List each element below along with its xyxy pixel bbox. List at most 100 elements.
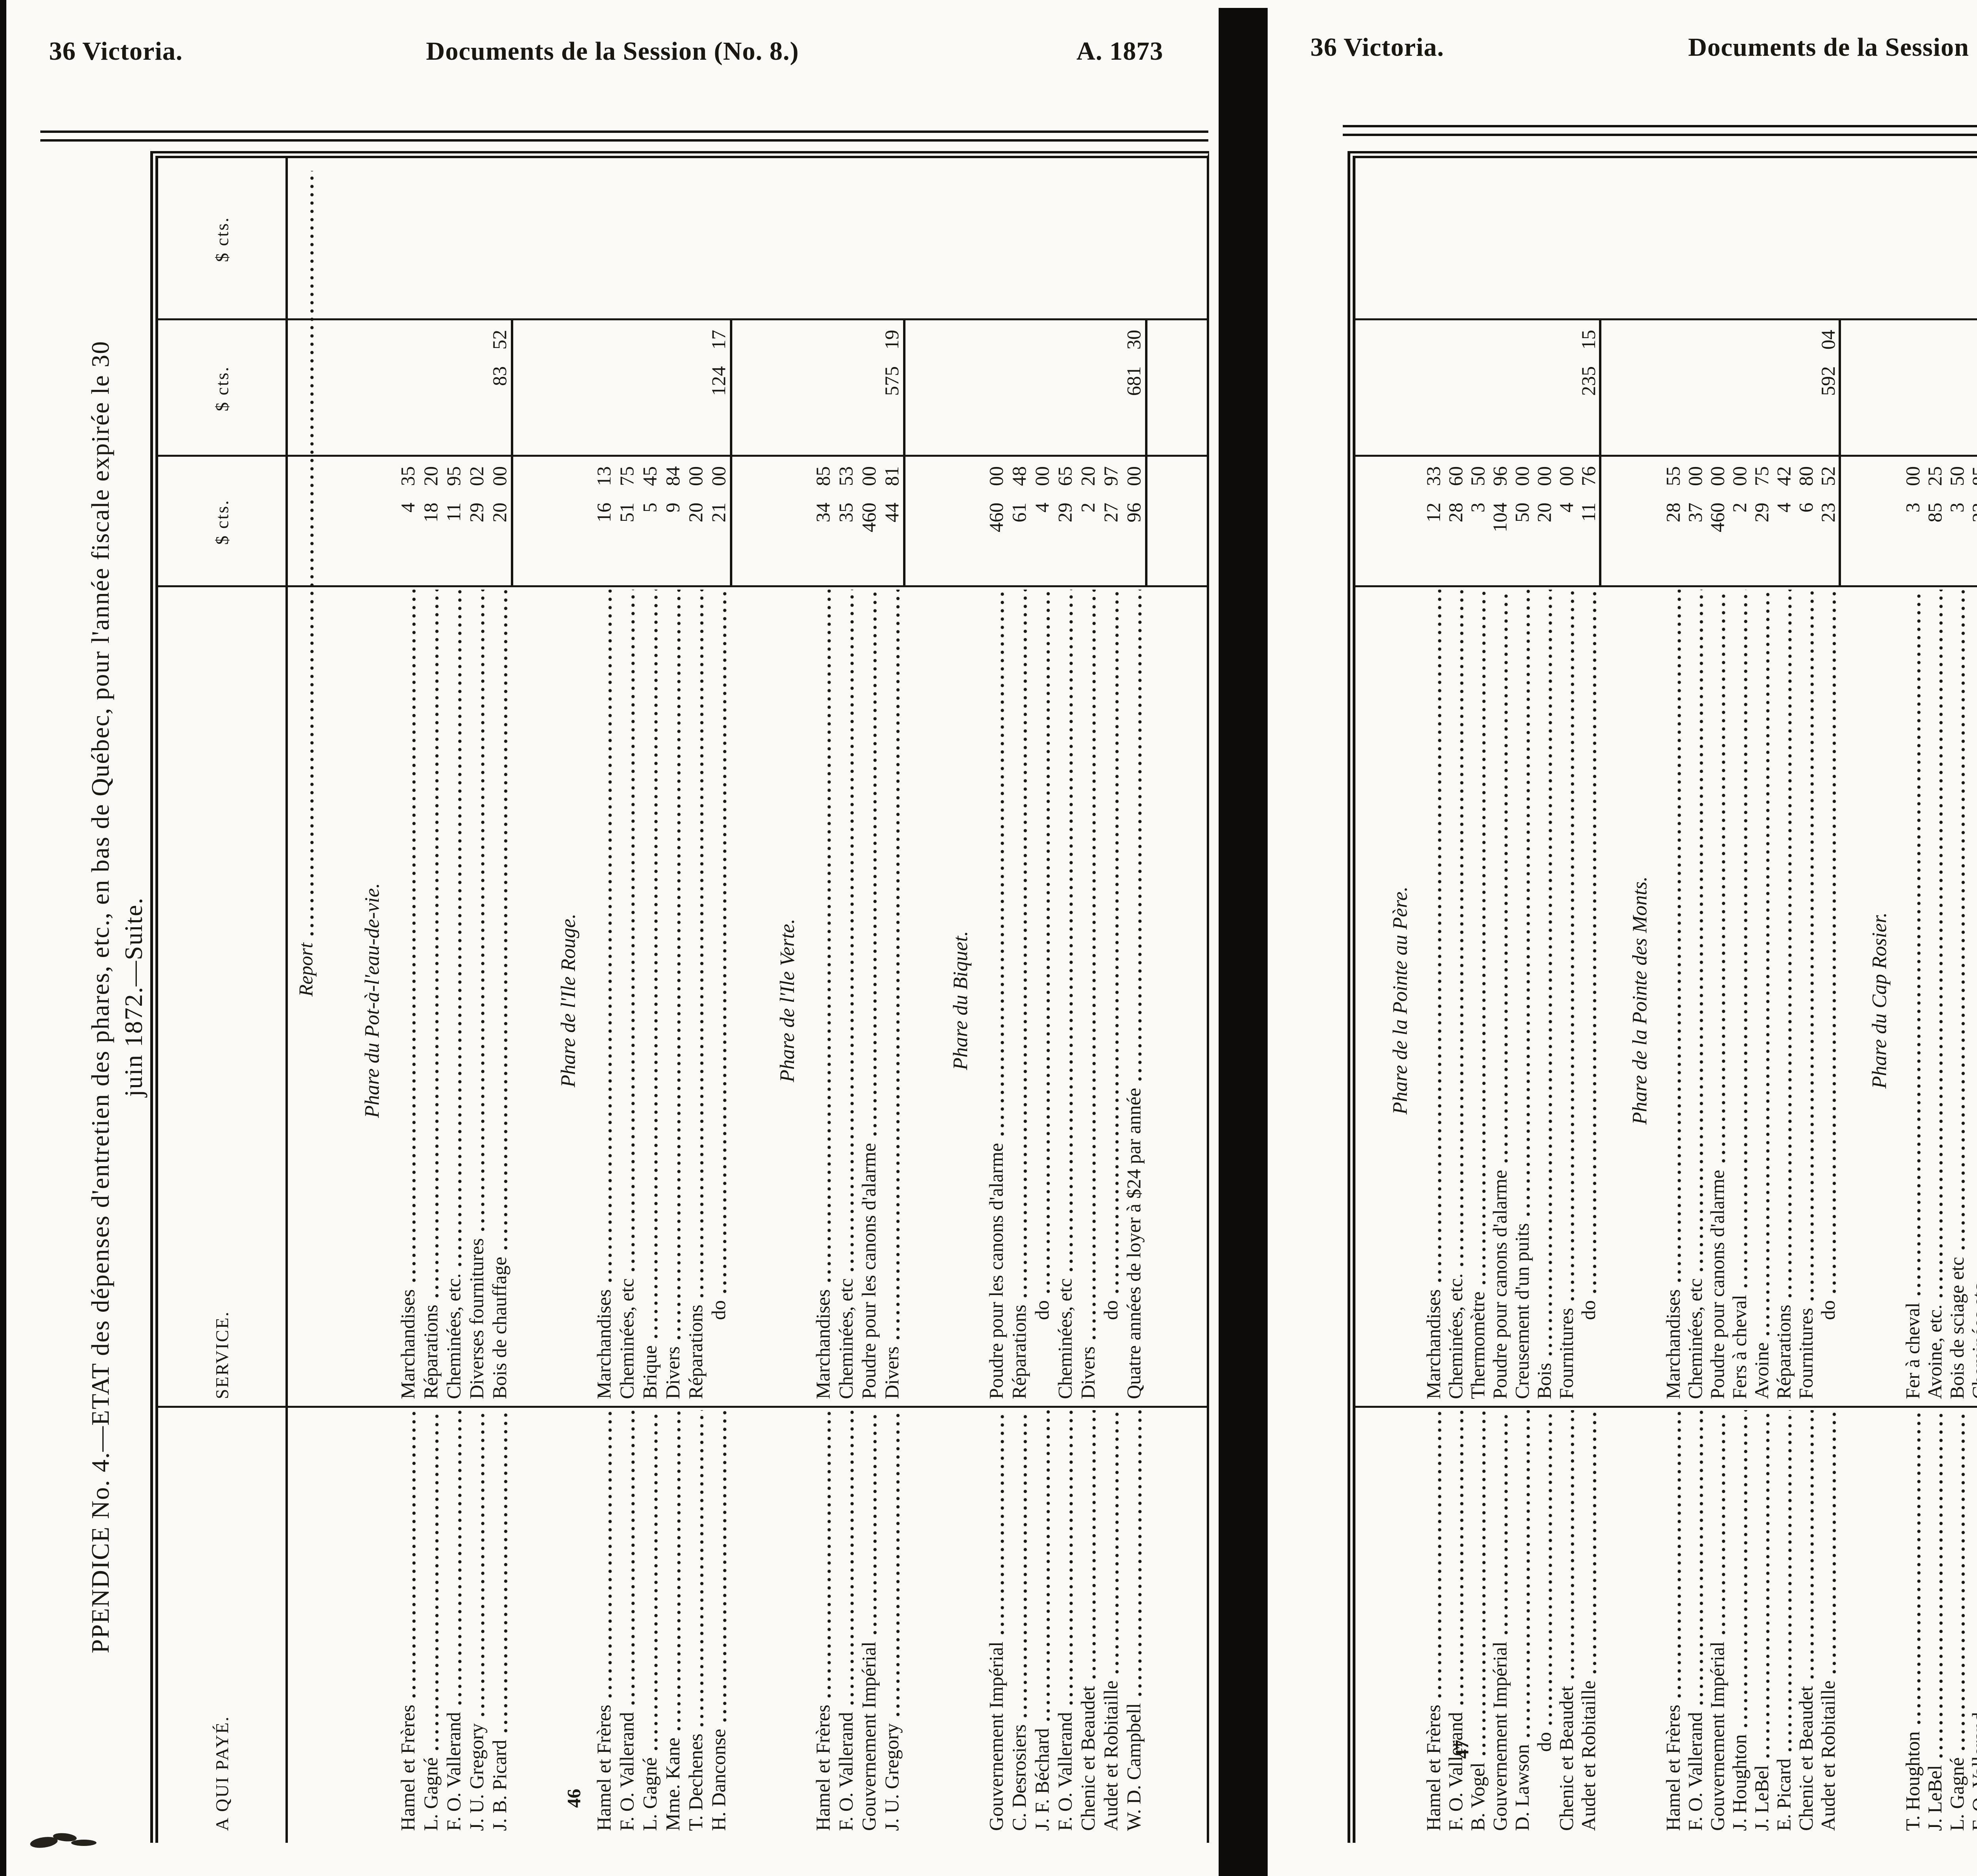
amount-value: 460 00 bbox=[985, 457, 1007, 587]
column-rule bbox=[158, 585, 1207, 587]
amount-cell: 85 25 bbox=[1923, 457, 1946, 587]
cents: 75 bbox=[616, 466, 638, 486]
cents: 76 bbox=[1577, 466, 1599, 486]
service-cell-label: Cheminées, etc bbox=[1684, 1278, 1706, 1399]
service-cell: Marchandises bbox=[1661, 587, 1684, 1408]
payee-cell-label: Hamel et Frères bbox=[812, 1704, 834, 1831]
service-cell: Divers bbox=[880, 587, 903, 1408]
column-rule bbox=[1355, 455, 1977, 457]
payee-cell-label: Hamel et Frères bbox=[593, 1704, 615, 1831]
dollars: 34 bbox=[812, 503, 834, 522]
service-cell: Divers bbox=[1076, 587, 1099, 1408]
service-cell-label: Réparations bbox=[684, 1305, 707, 1399]
payee-cell-label: B. Vogel bbox=[1467, 1762, 1489, 1831]
dollars: 3 bbox=[1901, 503, 1924, 512]
service-cell: Cheminées, etc. bbox=[442, 587, 465, 1408]
dotted-leader bbox=[653, 1410, 659, 1753]
service-cell-label: Creusement d'un puits bbox=[1511, 1223, 1533, 1399]
double-rule bbox=[40, 130, 1208, 142]
payee-cell-label: Chenic et Beaudet bbox=[1795, 1686, 1817, 1831]
service-cell: Réparations bbox=[684, 587, 707, 1408]
payee-cell: F. O. Vallerand bbox=[1684, 1408, 1707, 1843]
service-cell-label: Marchandises bbox=[812, 1289, 834, 1399]
amount-value: 592 04 bbox=[1816, 320, 1839, 457]
service-cell-label: Poudre pour canons d'alarme bbox=[1489, 1170, 1511, 1399]
amount-value: 9 84 bbox=[661, 457, 684, 587]
service-cell: Marchandises bbox=[1422, 587, 1445, 1408]
table-row: F. O. Vallerand Cheminées, etc 37 00 bbox=[1684, 158, 1706, 1843]
dollars: 460 bbox=[858, 503, 880, 532]
payee-cell-label: Gouvernement Impérial bbox=[858, 1642, 880, 1831]
amount-value: 575 19 bbox=[880, 320, 903, 457]
dotted-leader bbox=[699, 590, 705, 1300]
dollars: 6 bbox=[1795, 503, 1817, 512]
service-cell: Cheminées etc. bbox=[1968, 587, 1977, 1408]
dollars: 29 bbox=[1054, 503, 1076, 522]
dollars: 20 bbox=[1533, 503, 1555, 522]
service-cell-label: Poudre pour les canons d'alarme bbox=[858, 1143, 880, 1399]
dotted-leader bbox=[699, 1410, 705, 1729]
column-rule bbox=[158, 1406, 1207, 1408]
service-cell: do bbox=[1816, 587, 1839, 1408]
service-cell-label: Bois de sciage etc bbox=[1946, 1257, 1968, 1399]
carry-label: Report bbox=[295, 942, 317, 997]
amount-value: 4 00 bbox=[1030, 457, 1053, 587]
amount-value: 681 30 bbox=[1122, 320, 1145, 457]
amount-cell: 4 00 bbox=[1030, 457, 1053, 587]
amount-cell: 3 00 bbox=[1901, 457, 1924, 587]
amount-value: 83 52 bbox=[488, 320, 511, 457]
sum-rule bbox=[511, 320, 513, 587]
payee-cell-label: Gouvernement Impérial bbox=[1489, 1642, 1511, 1831]
service-cell-label: Fournitures bbox=[1795, 1308, 1817, 1399]
dotted-leader bbox=[872, 1410, 878, 1637]
service-cell-label: do bbox=[707, 1300, 730, 1320]
service-cell: Fers à cheval bbox=[1728, 587, 1751, 1408]
table-row: Gouvernement Impérial Poudre pour les can… bbox=[985, 158, 1007, 1843]
expenses-table: Phare de la Pointe au Père. Hamel et Frèr… bbox=[1348, 151, 1977, 1843]
dotted-leader bbox=[1459, 590, 1465, 1269]
payee-cell: Gouvernement Impérial bbox=[1706, 1408, 1729, 1843]
cents: 35 bbox=[397, 466, 419, 486]
table-row: Chenic et Beaudet Fournitures 6 80 bbox=[1794, 158, 1817, 1843]
amount-cell: 51 75 bbox=[615, 457, 638, 587]
service-cell-label: Fournitures bbox=[1555, 1308, 1577, 1399]
amount-value: 23 52 bbox=[1816, 457, 1839, 587]
dollars: 35 bbox=[835, 503, 857, 522]
amount-value: 11 76 bbox=[1577, 457, 1600, 587]
dollars: 4 bbox=[1555, 503, 1577, 512]
table-row: Audet et Robitaille do 27 97 bbox=[1099, 158, 1122, 1843]
table-row: L. Gagné Brique 5 45 bbox=[638, 158, 661, 1843]
payee-cell: T. Houghton bbox=[1901, 1408, 1924, 1843]
section-title: Phare de la Pointe au Père. bbox=[1389, 886, 1412, 1115]
service-cell-label: do bbox=[1817, 1300, 1839, 1320]
dotted-leader bbox=[1938, 590, 1944, 1300]
section-title: Phare de la Pointe des Monts. bbox=[1629, 876, 1651, 1125]
table-row: C. Desrosiers Réparations 61 48 bbox=[1007, 158, 1030, 1843]
dollars: 2 bbox=[1077, 503, 1099, 512]
payee-cell: D. Lawson bbox=[1510, 1408, 1533, 1843]
table-body: Phare de la Pointe au Père. Hamel et Frèr… bbox=[1355, 158, 1977, 1843]
dollars: 29 bbox=[465, 503, 488, 522]
dollars: 61 bbox=[1008, 503, 1030, 522]
service-cell-label: Cheminées etc. bbox=[1968, 1278, 1977, 1399]
running-head: 36 Victoria. Documents de la Session (No… bbox=[1268, 32, 1977, 68]
dotted-leader bbox=[1743, 1410, 1748, 1730]
payee-cell-label: Chenic et Beaudet bbox=[1555, 1686, 1577, 1831]
sum-rule bbox=[1839, 320, 1841, 587]
dotted-leader bbox=[411, 1410, 417, 1700]
table-row: Hamel et Frères Marchandises 16 13 bbox=[592, 158, 615, 1843]
dollars: 124 bbox=[707, 366, 730, 396]
service-cell: Bois de chauffage bbox=[488, 587, 511, 1408]
service-cell: Fournitures bbox=[1794, 587, 1817, 1408]
dotted-leader bbox=[1137, 590, 1143, 1083]
cents: 00 bbox=[1511, 466, 1533, 486]
dotted-leader bbox=[1000, 590, 1005, 1138]
service-cell: Brique bbox=[638, 587, 661, 1408]
cents: 17 bbox=[707, 330, 730, 350]
amount-cell: 28 55 bbox=[1661, 457, 1684, 587]
cents: 20 bbox=[1077, 466, 1099, 486]
payee-cell-label: W. D. Campbell bbox=[1123, 1703, 1145, 1831]
cents: 80 bbox=[1795, 466, 1817, 486]
dotted-leader bbox=[411, 590, 417, 1285]
dotted-leader bbox=[1091, 590, 1097, 1342]
